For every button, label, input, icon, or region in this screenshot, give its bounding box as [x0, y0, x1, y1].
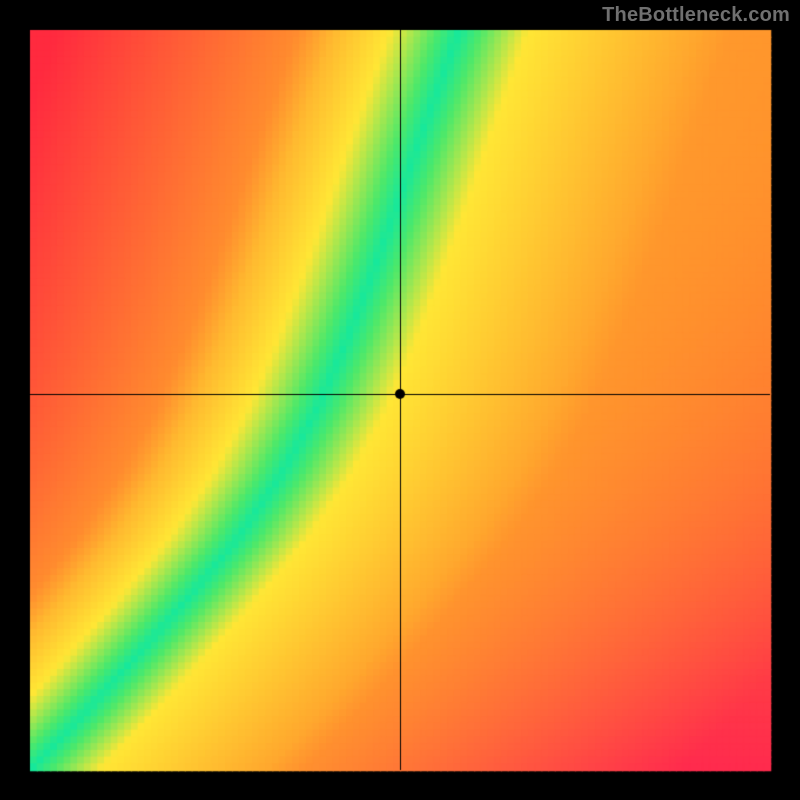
chart-container: TheBottleneck.com	[0, 0, 800, 800]
watermark-text: TheBottleneck.com	[602, 4, 790, 27]
bottleneck-heatmap	[0, 0, 800, 800]
